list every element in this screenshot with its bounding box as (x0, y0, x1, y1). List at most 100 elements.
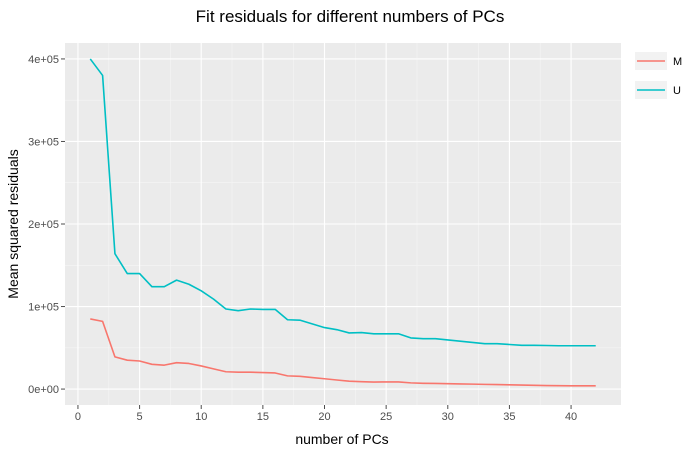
data-point-u (373, 333, 375, 335)
y-axis-ticks: 0e+00 1e+05 2e+05 3e+05 4e+05 (28, 54, 65, 396)
x-tick-label: 25 (380, 411, 392, 423)
data-point-m (163, 364, 165, 366)
y-tick-label: 2e+05 (28, 219, 59, 231)
y-tick-label: 0e+00 (28, 384, 59, 396)
y-axis-title: Mean squared residuals (5, 149, 21, 298)
data-point-m (521, 384, 523, 386)
data-point-m (262, 371, 264, 373)
data-point-u (508, 343, 510, 345)
data-point-u (471, 341, 473, 343)
data-point-m (360, 380, 362, 382)
data-point-u (175, 279, 177, 281)
data-point-m (299, 375, 301, 377)
data-point-u (595, 345, 597, 347)
data-point-m (89, 318, 91, 320)
data-point-u (558, 345, 560, 347)
data-point-m (582, 385, 584, 387)
data-point-u (434, 338, 436, 340)
data-point-u (336, 328, 338, 330)
data-point-u (249, 308, 251, 310)
data-point-m (484, 383, 486, 385)
x-tick-label: 15 (257, 411, 269, 423)
data-point-m (459, 383, 461, 385)
data-point-u (323, 326, 325, 328)
data-point-u (447, 339, 449, 341)
data-point-u (360, 331, 362, 333)
data-point-u (274, 308, 276, 310)
data-point-u (138, 272, 140, 274)
data-point-u (299, 319, 301, 321)
x-tick-label: 10 (195, 411, 207, 423)
x-tick-label: 5 (137, 411, 143, 423)
data-point-u (89, 58, 91, 60)
data-point-m (311, 376, 313, 378)
data-point-m (496, 383, 498, 385)
data-point-u (212, 298, 214, 300)
data-point-u (262, 308, 264, 310)
data-point-m (533, 384, 535, 386)
y-tick-label: 4e+05 (28, 54, 59, 66)
series-line-u (89, 58, 596, 347)
chart-title: Fit residuals for different numbers of P… (196, 7, 505, 26)
data-point-m (126, 359, 128, 361)
data-point-u (311, 323, 313, 325)
data-point-m (225, 371, 227, 373)
data-point-u (114, 253, 116, 255)
y-tick-label: 1e+05 (28, 302, 59, 314)
data-point-u (163, 286, 165, 288)
data-point-m (348, 380, 350, 382)
x-tick-label: 0 (75, 411, 81, 423)
data-point-u (496, 342, 498, 344)
x-tick-label: 20 (318, 411, 330, 423)
data-point-m (323, 378, 325, 380)
data-point-m (397, 381, 399, 383)
data-point-m (200, 365, 202, 367)
legend: MU (635, 52, 682, 99)
data-point-m (545, 384, 547, 386)
data-point-m (237, 371, 239, 373)
data-point-m (508, 384, 510, 386)
y-tick-label: 3e+05 (28, 136, 59, 148)
legend-label-m: M (673, 56, 682, 68)
data-point-m (373, 381, 375, 383)
data-point-m (385, 381, 387, 383)
data-point-m (471, 383, 473, 385)
data-point-m (422, 382, 424, 384)
data-point-u (237, 309, 239, 311)
data-point-u (545, 344, 547, 346)
data-point-m (212, 368, 214, 370)
data-point-u (101, 74, 103, 76)
data-point-u (397, 333, 399, 335)
series-line-m (90, 318, 596, 387)
data-point-m (188, 362, 190, 364)
data-point-m (175, 361, 177, 363)
data-point-u (521, 344, 523, 346)
data-point-m (114, 356, 116, 358)
data-point-m (434, 382, 436, 384)
data-point-m (138, 360, 140, 362)
x-tick-label: 30 (442, 411, 454, 423)
data-point-u (570, 345, 572, 347)
data-point-m (595, 385, 597, 387)
data-point-u (533, 344, 535, 346)
data-point-m (336, 379, 338, 381)
data-point-u (422, 338, 424, 340)
data-point-u (225, 308, 227, 310)
series-layer (89, 58, 597, 387)
data-point-m (570, 385, 572, 387)
data-point-u (484, 342, 486, 344)
data-point-u (582, 345, 584, 347)
data-point-u (348, 332, 350, 334)
data-point-u (126, 272, 128, 274)
legend-label-u: U (673, 85, 681, 97)
data-point-u (200, 290, 202, 292)
data-point-u (286, 319, 288, 321)
data-point-m (151, 363, 153, 365)
data-point-m (410, 382, 412, 384)
x-axis-title: number of PCs (295, 431, 388, 447)
data-point-m (274, 372, 276, 374)
x-tick-label: 40 (565, 411, 577, 423)
data-point-u (151, 286, 153, 288)
